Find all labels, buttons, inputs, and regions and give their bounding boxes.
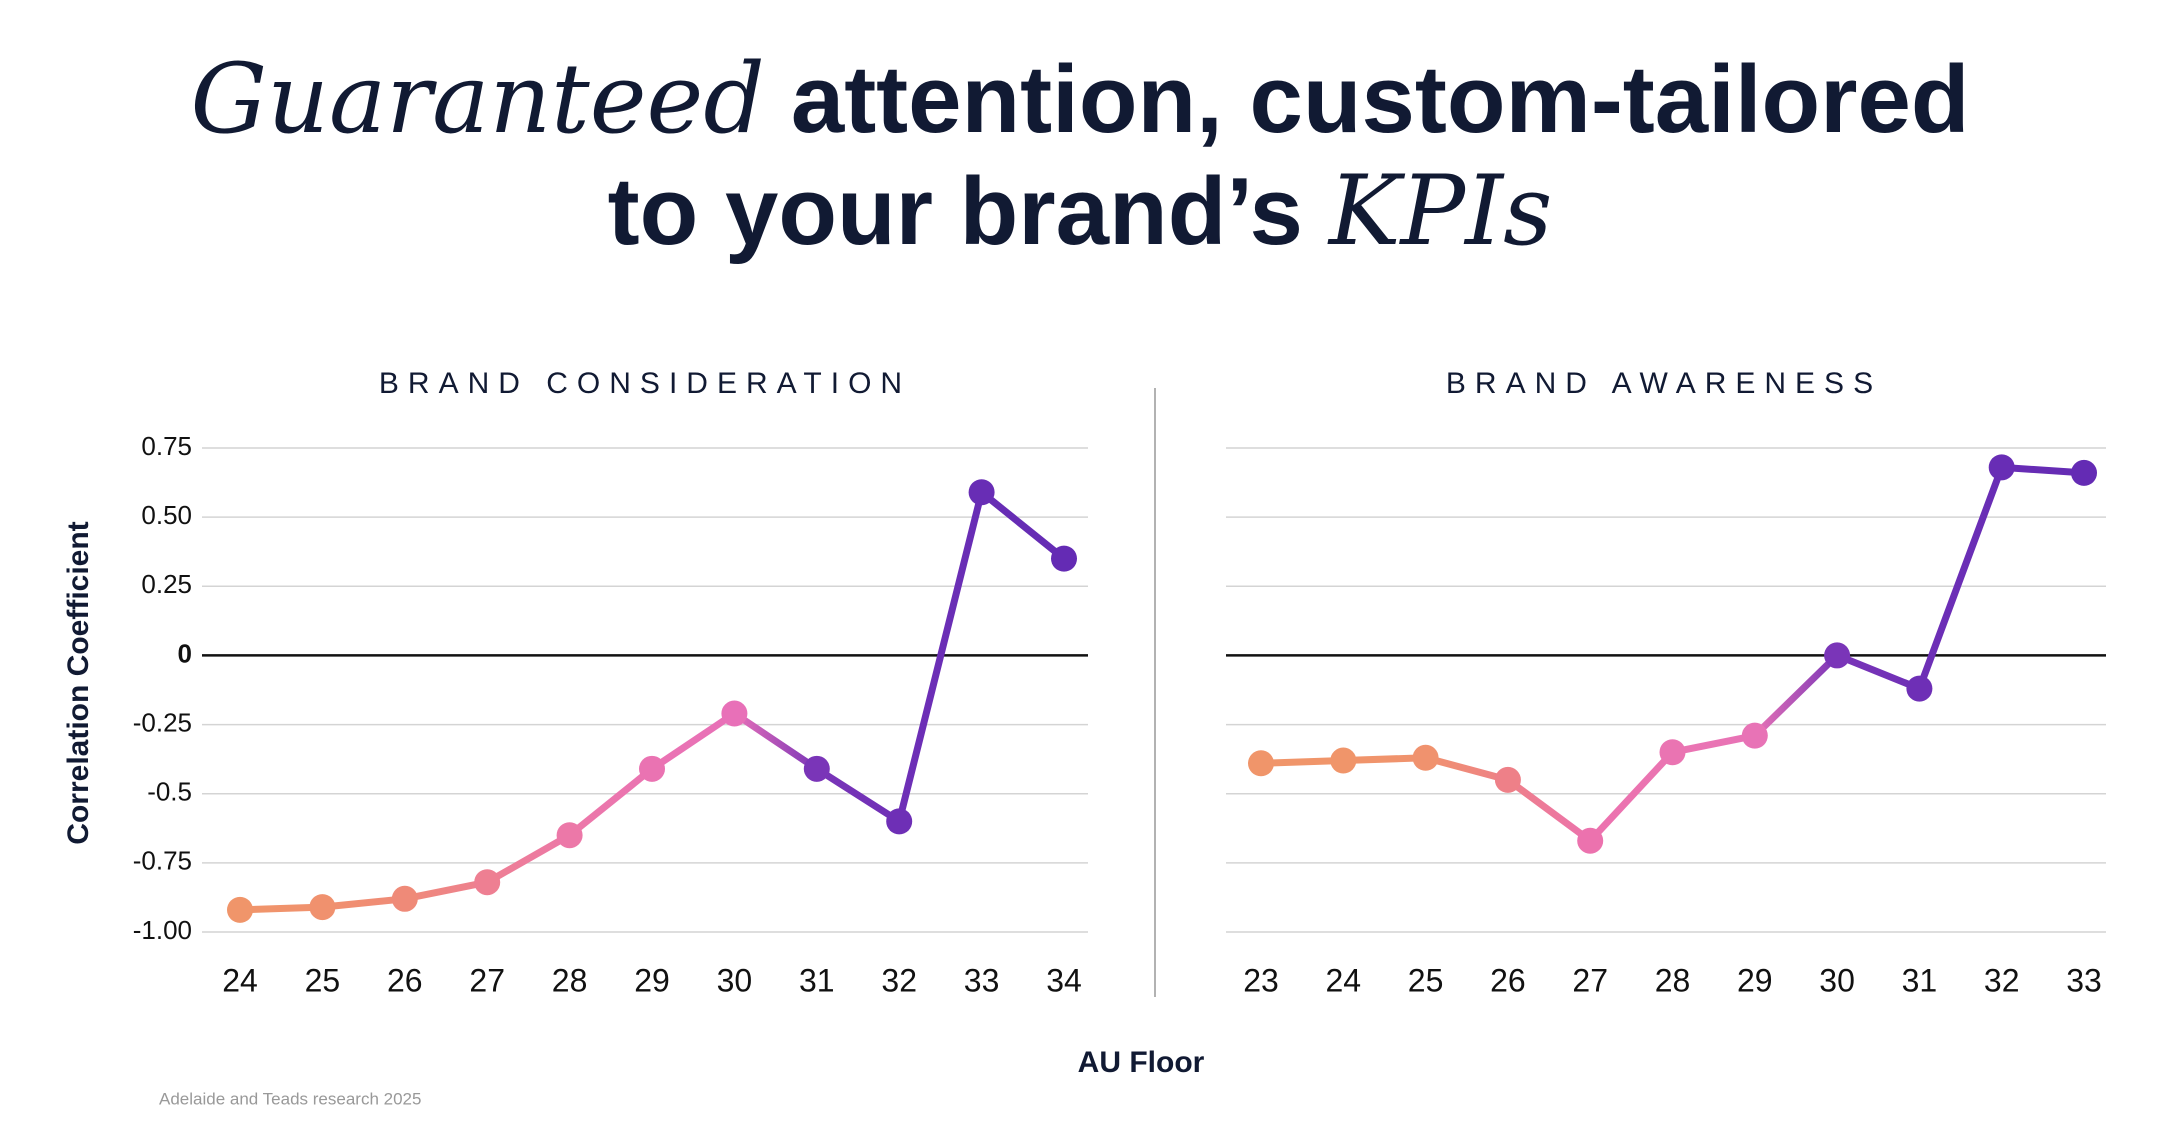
point: [556, 822, 583, 849]
point: [2071, 459, 2097, 486]
point: [968, 479, 995, 506]
y-tick-label: 0.25: [141, 569, 192, 599]
point: [1494, 766, 1521, 793]
point: [227, 896, 253, 923]
point: [803, 755, 830, 782]
x-tick-label: 26: [1490, 962, 1526, 998]
chart-title: BRAND AWARENESS: [1446, 367, 1882, 400]
line: [1260, 463, 2085, 845]
title-line: to your brand’s KPIs: [608, 155, 1553, 267]
y-axis-label: Correlation Coefficient: [62, 521, 95, 844]
point: [1330, 747, 1357, 774]
x-tick-label: 28: [1655, 962, 1691, 998]
title-part: to your brand’s: [608, 158, 1303, 265]
y-tick-label: -0.75: [133, 846, 192, 876]
x-tick-label: 23: [1243, 962, 1279, 998]
point: [309, 894, 336, 921]
x-tick-label: 25: [305, 962, 341, 998]
x-tick-label: 27: [469, 962, 505, 998]
x-tick-label: 26: [387, 962, 423, 998]
y-tick-label: -1.00: [133, 915, 192, 945]
x-tick-label: 30: [717, 962, 753, 998]
x-tick-label: 34: [1046, 962, 1082, 998]
x-axis-label: AU Floor: [1078, 1046, 1205, 1079]
point: [1412, 744, 1439, 771]
x-tick-label: 31: [1902, 962, 1938, 998]
point: [1659, 739, 1686, 766]
y-tick-label: 0.75: [141, 431, 192, 461]
point: [391, 885, 418, 912]
title-part: Guaranteed: [190, 43, 764, 155]
line: [239, 488, 1067, 914]
point: [1051, 545, 1077, 572]
source-note: Adelaide and Teads research 2025: [159, 1089, 421, 1108]
point: [1824, 642, 1851, 669]
point: [1741, 722, 1768, 749]
x-tick-label: 25: [1408, 962, 1444, 998]
x-tick-label: 32: [1984, 962, 2020, 998]
point: [1988, 454, 2015, 481]
y-tick-label: 0: [178, 638, 192, 668]
point: [886, 808, 913, 835]
point: [1577, 827, 1604, 854]
x-tick-label: 33: [2066, 962, 2102, 998]
point: [721, 700, 748, 727]
x-tick-label: 32: [881, 962, 917, 998]
x-tick-label: 30: [1819, 962, 1855, 998]
x-tick-label: 31: [799, 962, 835, 998]
x-tick-label: 27: [1572, 962, 1608, 998]
y-tick-label: 0.50: [141, 500, 192, 530]
point: [639, 755, 665, 782]
x-tick-label: 28: [552, 962, 588, 998]
x-tick-label: 24: [222, 962, 258, 998]
x-tick-label: 29: [1737, 962, 1773, 998]
point: [474, 869, 501, 896]
y-tick-label: -0.25: [133, 707, 192, 737]
title-line: Guaranteed attention, custom-tailored: [190, 43, 1969, 155]
title-part: attention, custom-tailored: [791, 46, 1970, 153]
x-tick-label: 29: [634, 962, 670, 998]
point: [1248, 750, 1274, 777]
y-tick-label: -0.5: [147, 777, 192, 807]
x-tick-label: 33: [964, 962, 1000, 998]
point: [1906, 675, 1933, 702]
x-tick-label: 24: [1326, 962, 1362, 998]
chart-title: BRAND CONSIDERATION: [379, 367, 911, 400]
title-part: KPIs: [1327, 155, 1553, 267]
